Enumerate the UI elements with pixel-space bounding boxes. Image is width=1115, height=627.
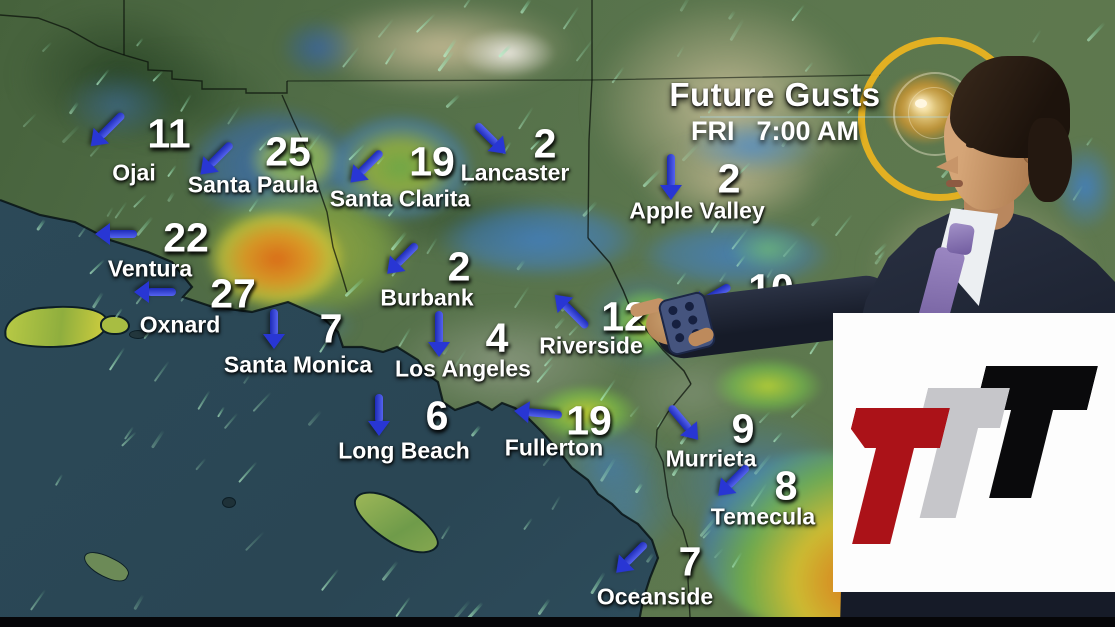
city-label: Apple Valley [629,197,765,224]
forecast-datetime: FRI 7:00 AM [640,116,910,147]
wind-direction-arrow-sw [342,143,390,191]
island-anacapa [129,330,147,339]
gust-value: 19 [409,138,455,185]
wind-direction-arrow-s [427,311,451,357]
wind-direction-arrow-sw [82,105,131,155]
wind-direction-arrow-sw [192,135,240,183]
island-rock [222,497,236,508]
gust-value: 7 [678,538,702,585]
gust-value: 2 [533,120,557,167]
gust-value: 22 [163,214,209,261]
forecast-title-block: Future Gusts FRI 7:00 AM [640,76,910,147]
gust-value: 9 [731,405,755,452]
city-label: Lancaster [460,159,570,186]
wind-direction-arrow-sw [379,236,426,283]
gust-value: 19 [566,397,612,444]
sun-core [915,99,927,108]
presenter-mouth [946,180,963,187]
city-label: Burbank [380,284,474,311]
city-label: Ojai [112,159,156,186]
page-title: Future Gusts [669,76,881,113]
gust-value: 4 [485,314,509,361]
city-label: Murrieta [665,445,757,472]
wind-direction-arrow-s [659,154,683,200]
wind-direction-arrow-se [661,398,708,447]
forecast-time: 7:00 AM [756,116,860,146]
presenter-hair-back [1028,118,1072,202]
wind-direction-arrow-nw [546,286,595,335]
city-label: Santa Paula [187,171,319,198]
wind-direction-arrow-se [468,116,515,163]
gust-value: 11 [147,110,191,157]
city-label: Santa Clarita [329,185,471,212]
gust-value: 2 [717,155,741,202]
city-label: Riverside [539,332,643,359]
gust-value: 8 [774,462,798,509]
city-label: Temecula [710,503,816,530]
gust-value: 2 [447,243,471,290]
wind-direction-arrow-sw [710,458,757,505]
letterbox-bottom-bar [0,617,1115,627]
presenter-tie-knot [945,222,976,256]
gust-value: 25 [265,128,311,175]
forecast-day: FRI [690,116,735,146]
gust-value: 12 [601,293,647,340]
island-santa-cruz-east [100,315,130,335]
